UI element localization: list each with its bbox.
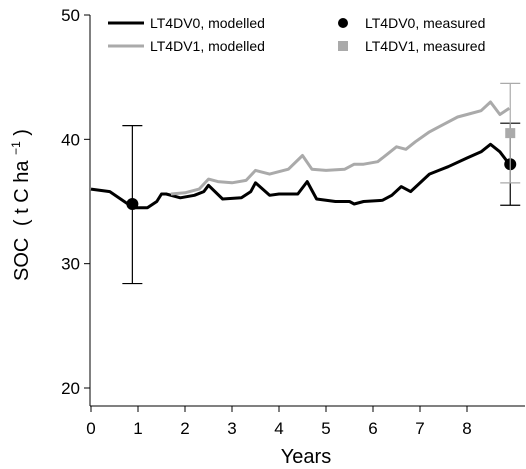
legend-swatch-lt4dv1-measured [338,41,348,51]
series-line-lt4dv0-modelled [90,142,511,210]
y-tick-label: 20 [61,379,80,398]
y-axis-title-unit-sup: −1 [9,141,23,155]
legend-label-lt4dv0-modelled: LT4DV0, modelled [150,15,265,31]
legend-swatch-lt4dv0-measured [338,18,348,28]
x-tick-label: 4 [274,419,283,438]
series-line-lt4dv1-modelled [170,100,511,196]
legend: LT4DV0, modelled LT4DV0, measured LT4DV1, … [108,15,485,54]
legend-label-lt4dv1-measured: LT4DV1, measured [365,38,485,54]
axes: 20 30 40 50 0 1 2 3 4 5 6 7 8 [61,6,525,438]
series-layer [90,100,511,210]
y-axis-title-main: SOC [11,238,33,281]
x-tick-label: 5 [321,419,330,438]
y-axis-title-unit: t C ha [11,160,33,214]
measured-lt4dv0-point [126,197,139,210]
x-tick-label: 0 [86,419,95,438]
x-axis-title: Years [281,446,331,468]
y-tick-label: 40 [61,130,80,149]
x-tick-label: 3 [227,419,236,438]
x-tick-label: 2 [180,419,189,438]
legend-label-lt4dv0-measured: LT4DV0, measured [365,15,485,31]
x-tick-label: 1 [133,419,142,438]
legend-label-lt4dv1-modelled: LT4DV1, modelled [150,38,265,54]
y-axis-title: SOC ( t C ha −1 ) [3,129,33,281]
x-tick-label: 8 [462,419,471,438]
x-tick-label: 7 [415,419,424,438]
y-tick-label: 50 [61,6,80,25]
measured-points-layer [122,82,521,285]
x-tick-label: 6 [368,419,377,438]
y-tick-label: 30 [61,255,80,274]
measured-lt4dv1-point [505,128,516,139]
